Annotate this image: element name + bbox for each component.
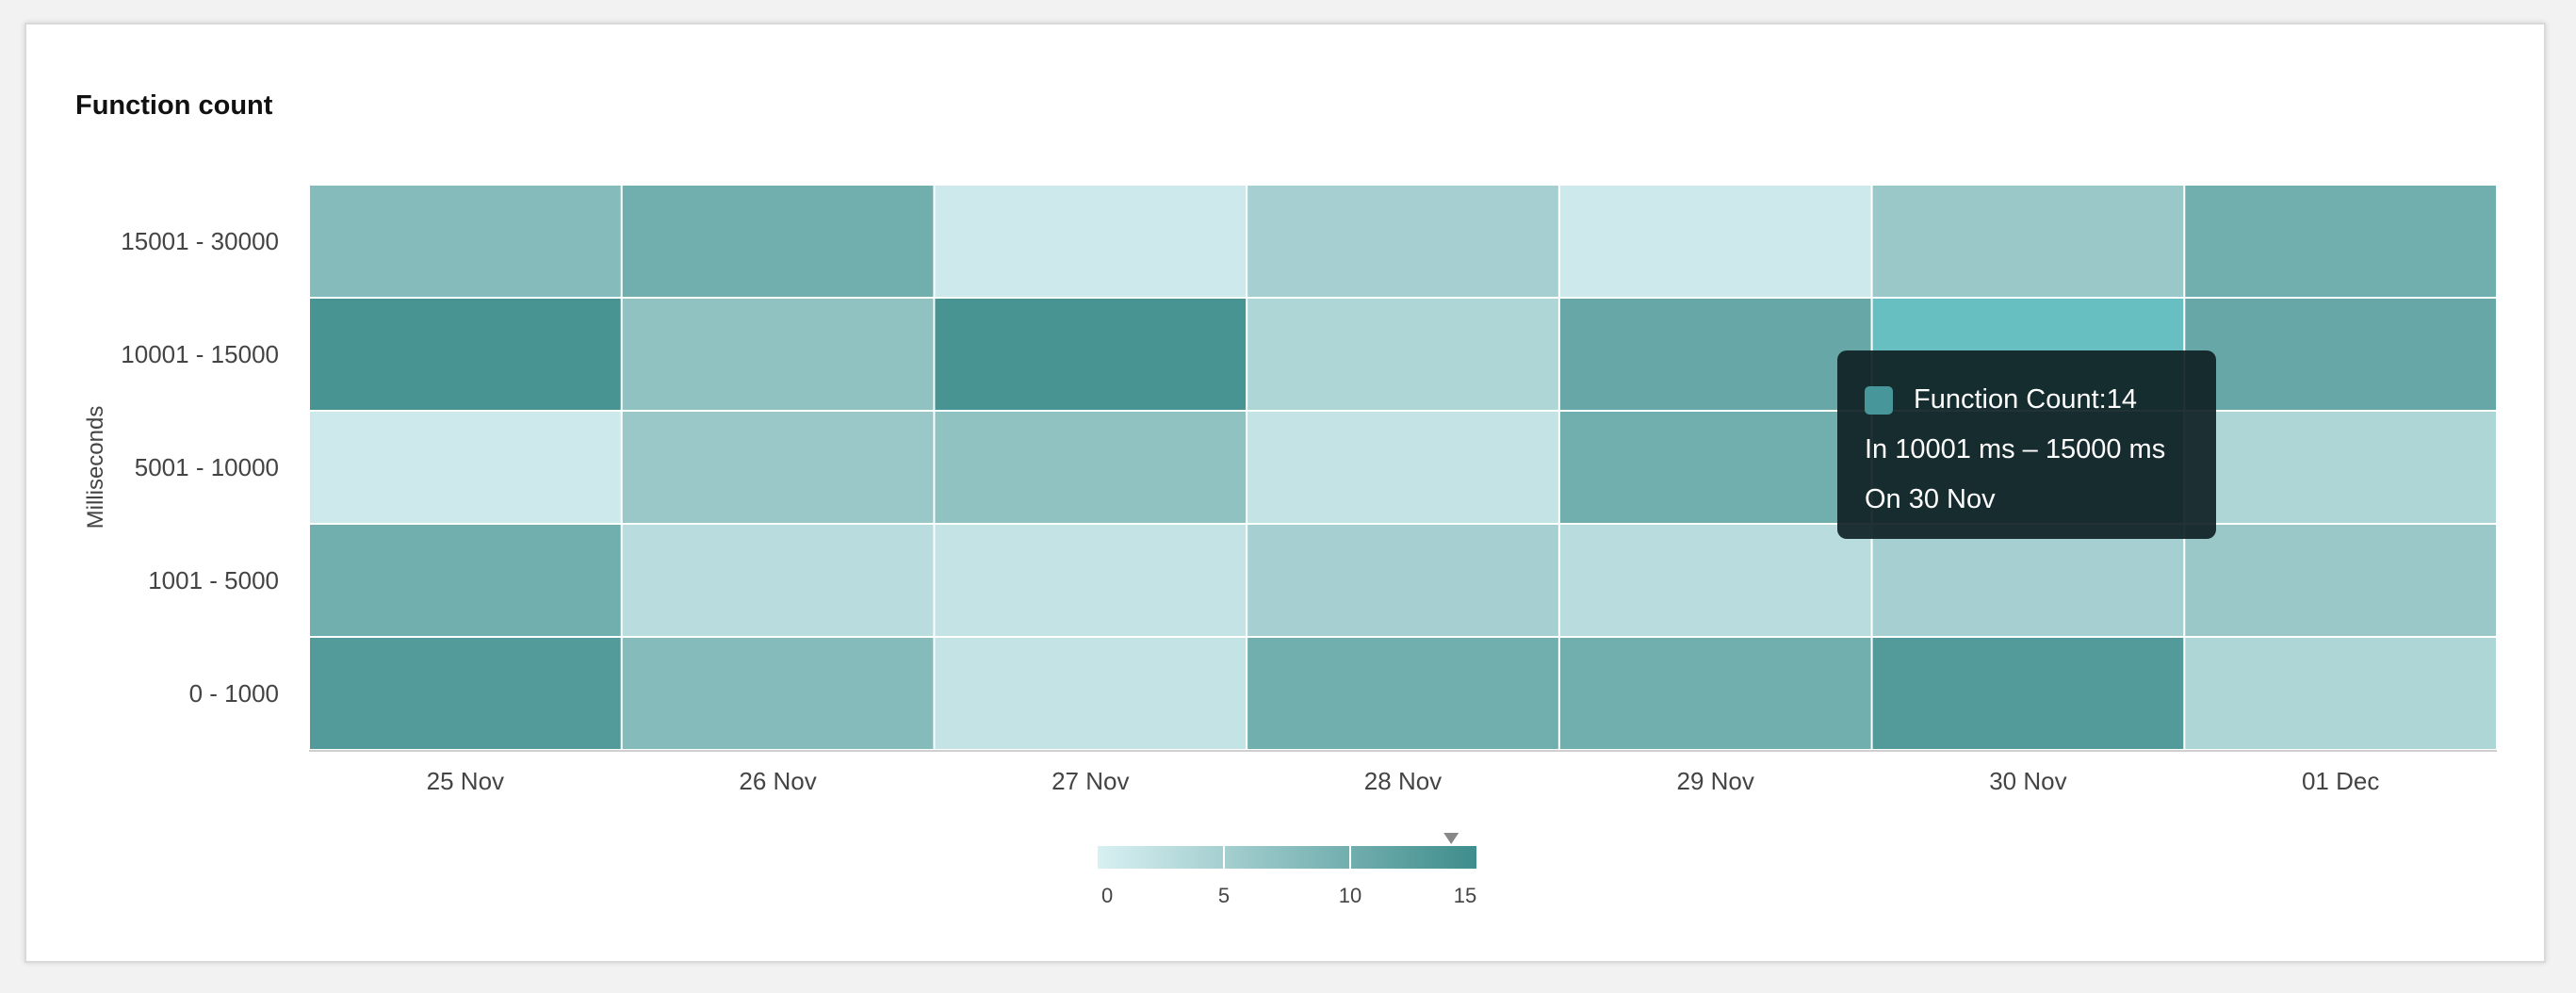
heatmap-cell[interactable] [622,299,934,410]
heatmap-cell[interactable] [622,412,934,523]
y-axis-label: Milliseconds [83,406,108,529]
tooltip-date: On 30 Nov [1865,484,1996,514]
heatmap-cell[interactable] [310,525,621,636]
heatmap-cell[interactable] [1872,525,2184,636]
heatmap-cell[interactable] [310,186,621,297]
heatmap-cell[interactable] [1559,299,1871,410]
heatmap-cell[interactable] [1559,412,1871,523]
heatmap-cell[interactable] [622,525,934,636]
heatmap-cell[interactable] [935,412,1247,523]
heatmap-cell[interactable] [1559,638,1871,749]
x-tick-label: 28 Nov [1364,767,1442,795]
heatmap-cell[interactable] [2185,186,2496,297]
legend-tick-label: 15 [1454,884,1476,907]
heatmap-cell[interactable] [2185,638,2496,749]
heatmap-cell[interactable] [622,186,934,297]
x-tick-label: 30 Nov [1989,767,2066,795]
legend-tick-label: 10 [1339,884,1361,907]
heatmap-cell[interactable] [1559,525,1871,636]
chart-title: Function count [75,90,273,121]
heatmap-cell[interactable] [2185,412,2496,523]
heatmap-cell[interactable] [622,638,934,749]
heatmap-cell[interactable] [935,638,1247,749]
legend-tick-label: 0 [1101,884,1113,907]
x-tick-label: 27 Nov [1052,767,1129,795]
tooltip-color-swatch [1865,385,1893,415]
heatmap-cell[interactable] [310,412,621,523]
heatmap-cell[interactable] [1872,638,2184,749]
heatmap-cell[interactable] [1872,186,2184,297]
heatmap-cell[interactable] [1247,186,1558,297]
heatmap-cell[interactable] [310,638,621,749]
heatmap-cell[interactable] [2185,299,2496,410]
legend-tick-label: 5 [1218,884,1230,907]
heatmap-cell[interactable] [935,186,1247,297]
heatmap-cell[interactable] [1559,186,1871,297]
heatmap-cell[interactable] [1247,638,1558,749]
heatmap-cell[interactable] [1247,299,1558,410]
x-tick-label: 01 Dec [2302,767,2379,795]
x-tick-label: 26 Nov [739,767,816,795]
x-tick-label: 25 Nov [427,767,504,795]
legend-pointer-icon [1443,833,1459,844]
heatmap-cell[interactable] [2185,525,2496,636]
tooltip-function-count: Function Count:14 [1914,384,2137,415]
heatmap-cell[interactable] [1247,525,1558,636]
y-tick-label: 15001 - 30000 [121,227,279,255]
y-tick-label: 10001 - 15000 [121,340,279,368]
heatmap-cell[interactable] [310,299,621,410]
y-tick-label: 1001 - 5000 [148,566,279,594]
y-tick-label: 0 - 1000 [189,679,279,708]
heatmap-cell[interactable] [1247,412,1558,523]
heatmap-cell[interactable] [935,525,1247,636]
tooltip-range: In 10001 ms – 15000 ms [1865,434,2166,464]
heatmap-cell[interactable] [935,299,1247,410]
heatmap-tooltip: Function Count:14 In 10001 ms – 15000 ms… [1837,350,2216,539]
x-tick-label: 29 Nov [1677,767,1754,795]
y-tick-label: 5001 - 10000 [135,453,279,481]
color-legend-bar[interactable] [1098,846,1476,869]
